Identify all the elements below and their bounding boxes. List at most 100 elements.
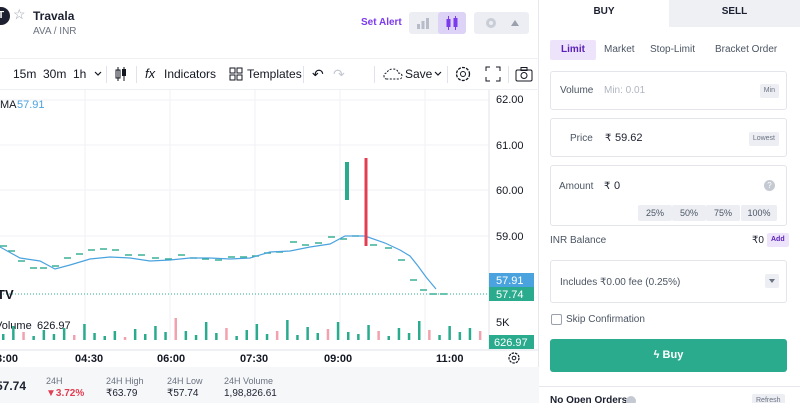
ma-badge-text: 57.91 [496,275,524,287]
price-axis: 62.00 61.00 60.00 59.00 [496,94,524,243]
camera-screenshot-icon[interactable] [515,66,533,82]
interval-30m[interactable]: 30m [43,67,67,81]
order-type-market[interactable]: Market [604,44,635,55]
fee-dropdown[interactable]: Includes ₹0.00 fee (0.25%) [550,260,787,303]
tradingview-logo: TV [0,287,14,302]
volume-axis-label: 5K [496,317,510,329]
chart-grid [0,90,539,351]
volume-bar [12,326,15,340]
price-lowest-button[interactable]: Lowest [748,132,779,146]
amount-value: 0 [614,180,621,192]
volume-value: 1,98,826.61 [224,388,277,399]
volume-bar [265,334,269,340]
low-value: ₹57.74 [167,388,199,399]
fee-text: Includes ₹0.00 fee (0.25%) [560,277,681,288]
volume-bar [215,333,218,340]
change-label: 24H [46,376,63,386]
add-funds-button[interactable]: Add [767,233,789,247]
volume-bar [367,325,370,340]
market-panel: T ☆ Travala AVA / INR Set Alert [0,0,539,403]
order-type-bracket[interactable]: Bracket Order [715,44,778,55]
percent-75-button[interactable]: 75% [706,205,740,221]
amount-field-label: Amount [559,181,594,192]
change-value: ▼3.72% [46,388,85,399]
toolbar-divider [136,66,137,83]
coin-logo: T [0,7,10,25]
undo-icon[interactable]: ↶ [312,66,324,82]
ma-badge [489,273,534,287]
save-button[interactable]: Save [405,67,433,81]
tab-buy[interactable]: BUY [539,0,669,27]
volume-bar [164,332,167,340]
volume-bar [407,333,411,340]
templates-button[interactable]: Templates [247,67,302,81]
indicators-fx-icon[interactable]: fx [145,66,156,81]
volume-field-label: Volume [560,85,594,96]
volume-min-button[interactable]: Min [759,84,779,98]
set-alert-link[interactable]: Set Alert [361,17,402,28]
price-field[interactable]: Price ₹ 59.62 Lowest [550,118,787,157]
interval-1h[interactable]: 1h [73,67,87,81]
lightning-icon: ϟ [653,349,663,361]
volume-bars [2,318,482,340]
volume-badge-text: 626.97 [494,337,528,349]
inr-balance-label: INR Balance [550,235,607,246]
refresh-button[interactable]: Refresh [752,394,785,403]
price-chart[interactable]: MA 57.91 Volume 626.97 TV 62.00 61.00 60.0… [0,90,539,367]
interval-15m[interactable]: 15m [13,67,37,81]
candle-style-icon[interactable] [113,65,129,83]
volume-field[interactable]: Volume Min: 0.01 Min [550,71,787,110]
candle-chart-toggle[interactable] [438,12,466,34]
order-type-stop-limit[interactable]: Stop-Limit [650,44,696,55]
buy-button[interactable]: ϟ Buy [550,339,787,372]
volume-bar [194,335,198,340]
last-price: 57.74 [0,379,27,393]
time-axis-label: 06:00 [157,353,185,365]
percent-25-button[interactable]: 25% [638,205,672,221]
low-label: 24H Low [167,376,203,386]
market-stats: 57.74 24H ▼3.72% 24H High ₹63.79 24H Low… [0,367,539,403]
toolbar-divider [374,66,375,83]
templates-grid-icon[interactable] [229,67,243,81]
chart-settings-gear-icon[interactable] [508,352,520,364]
price-axis-label: 61.00 [496,140,524,152]
favorite-star-icon[interactable]: ☆ [13,6,26,22]
volume-bar [478,331,482,340]
settings-gear-icon[interactable] [486,18,496,28]
time-axis-label: 3:00 [0,353,18,365]
skip-confirmation-checkbox[interactable] [551,314,562,325]
percent-50-button[interactable]: 50% [672,205,706,221]
tab-sell[interactable]: SELL [669,0,800,27]
open-orders-label: No Open Orders [550,395,628,403]
volume-bar [255,324,259,340]
help-icon[interactable]: ? [764,180,775,191]
volume-bar [204,322,208,340]
order-type-limit[interactable]: Limit [550,40,596,60]
fullscreen-icon[interactable] [485,66,501,82]
volume-bar [184,331,188,340]
volume-bar [428,330,431,340]
divider [539,386,800,387]
area-chart-toggle[interactable] [409,12,437,34]
trading-pair: AVA / INR [33,26,77,37]
save-dropdown-chevron-icon[interactable] [434,68,442,80]
price-axis-label: 59.00 [496,231,524,243]
price-axis-label: 60.00 [496,185,524,197]
volume-bar [62,328,66,340]
volume-bar [468,328,472,340]
indicators-button[interactable]: Indicators [164,67,217,81]
volume-bar [458,332,462,340]
redo-icon[interactable]: ↷ [333,66,345,82]
interval-dropdown-chevron-icon[interactable] [94,68,102,80]
amount-currency: ₹ [604,181,611,192]
volume-label: Volume [0,320,32,332]
collapse-caret-icon[interactable] [511,20,519,26]
price-badge-text: 57.74 [496,289,524,301]
chart-toolbar: 15m 30m 1h fx Indicators Template [0,58,539,90]
volume-bar [316,333,319,340]
percent-100-button[interactable]: 100% [741,205,777,221]
volume-bar [52,334,56,340]
cloud-save-icon[interactable] [383,68,403,81]
chart-settings-gear-icon[interactable] [454,65,472,83]
volume-label: 24H Volume [224,376,274,386]
